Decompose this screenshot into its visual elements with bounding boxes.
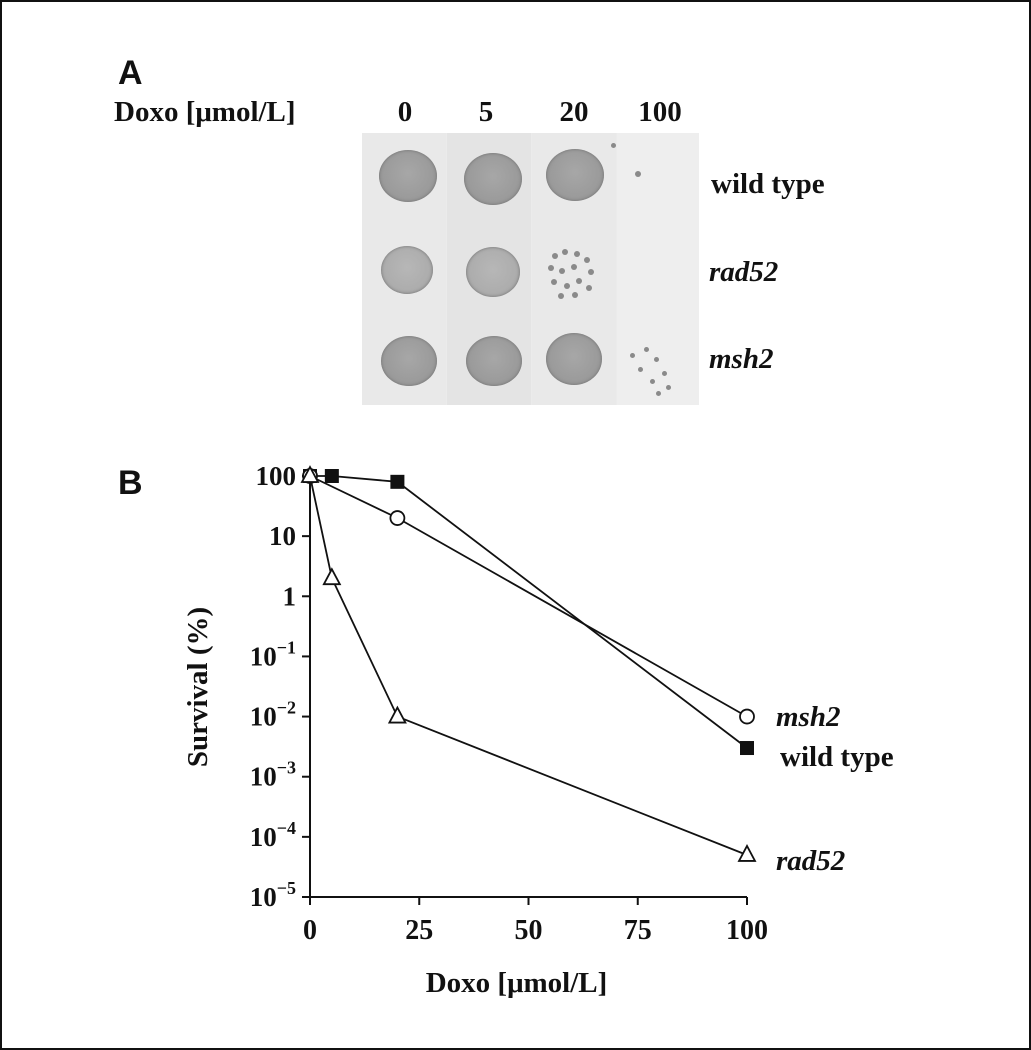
panel-b-letter: B (118, 464, 143, 502)
marker-rad52 (737, 844, 757, 862)
conc-label-20: 20 (559, 96, 589, 128)
spot-wildtype-5 (464, 153, 522, 205)
chart-series-markers (300, 465, 757, 862)
x-tick-label: 25 (405, 915, 433, 946)
y-tick-label: 10−1 (250, 637, 296, 671)
y-tick-label: 100 (256, 461, 297, 491)
strain-label-wildtype: wild type (711, 168, 825, 200)
x-tick-label: 75 (624, 915, 652, 946)
series-label-wild-type: wild type (780, 741, 894, 773)
spot-msh2-0 (381, 336, 437, 386)
spot-assay-plate (362, 133, 699, 405)
marker-wild-type (740, 741, 754, 756)
y-tick-label: 10−3 (250, 758, 296, 792)
y-tick-label: 10 (269, 521, 296, 551)
series-line-wild-type (310, 475, 748, 749)
x-tick-label: 0 (303, 915, 317, 946)
marker-wild-type (324, 469, 339, 483)
y-tick-label: 10−4 (250, 818, 296, 852)
marker-rad52 (387, 705, 407, 724)
chart-labels: Doxo [μmol/L] Survival (%) wild type msh2 ra… (182, 607, 894, 999)
series-label-msh2: msh2 (776, 701, 840, 733)
conc-label-100: 100 (638, 96, 682, 128)
chart-ticks: 100 10 1 10−1 10−2 10−3 10−4 10−50 25 50 75 100 (250, 461, 768, 946)
panel-a-letter: A (118, 54, 143, 92)
panel-a-dose-header: Doxo [μmol/L] (114, 96, 296, 128)
y-tick-label: 1 (283, 581, 297, 611)
series-line-rad52 (309, 475, 748, 856)
y-tick-label: 10−5 (250, 878, 296, 912)
marker-rad52 (322, 567, 342, 586)
series-label-rad52: rad52 (776, 845, 845, 877)
x-axis-title: Doxo [μmol/L] (426, 967, 608, 999)
x-tick-label: 50 (515, 915, 543, 946)
series-line-msh2 (309, 475, 748, 718)
marker-wild-type (390, 474, 405, 489)
spot-rad52-5 (466, 247, 520, 297)
spot-msh2-5 (466, 336, 522, 386)
conc-label-0: 0 (397, 96, 413, 128)
marker-rad52 (300, 465, 320, 483)
marker-msh2 (739, 708, 755, 725)
spot-wildtype-0 (379, 150, 437, 202)
strain-label-rad52: rad52 (709, 256, 779, 288)
spot-msh2-20 (546, 333, 602, 385)
strain-label-msh2: msh2 (709, 343, 774, 375)
y-tick-label: 10−2 (250, 698, 296, 732)
spot-rad52-0 (381, 246, 433, 294)
conc-label-5: 5 (478, 96, 494, 128)
chart-series-lines (309, 475, 748, 856)
spot-wildtype-20 (546, 149, 604, 201)
x-tick-label: 100 (726, 915, 768, 946)
marker-msh2 (389, 510, 406, 526)
y-axis-title: Survival (%) (182, 607, 214, 767)
chart-axes (309, 470, 747, 898)
